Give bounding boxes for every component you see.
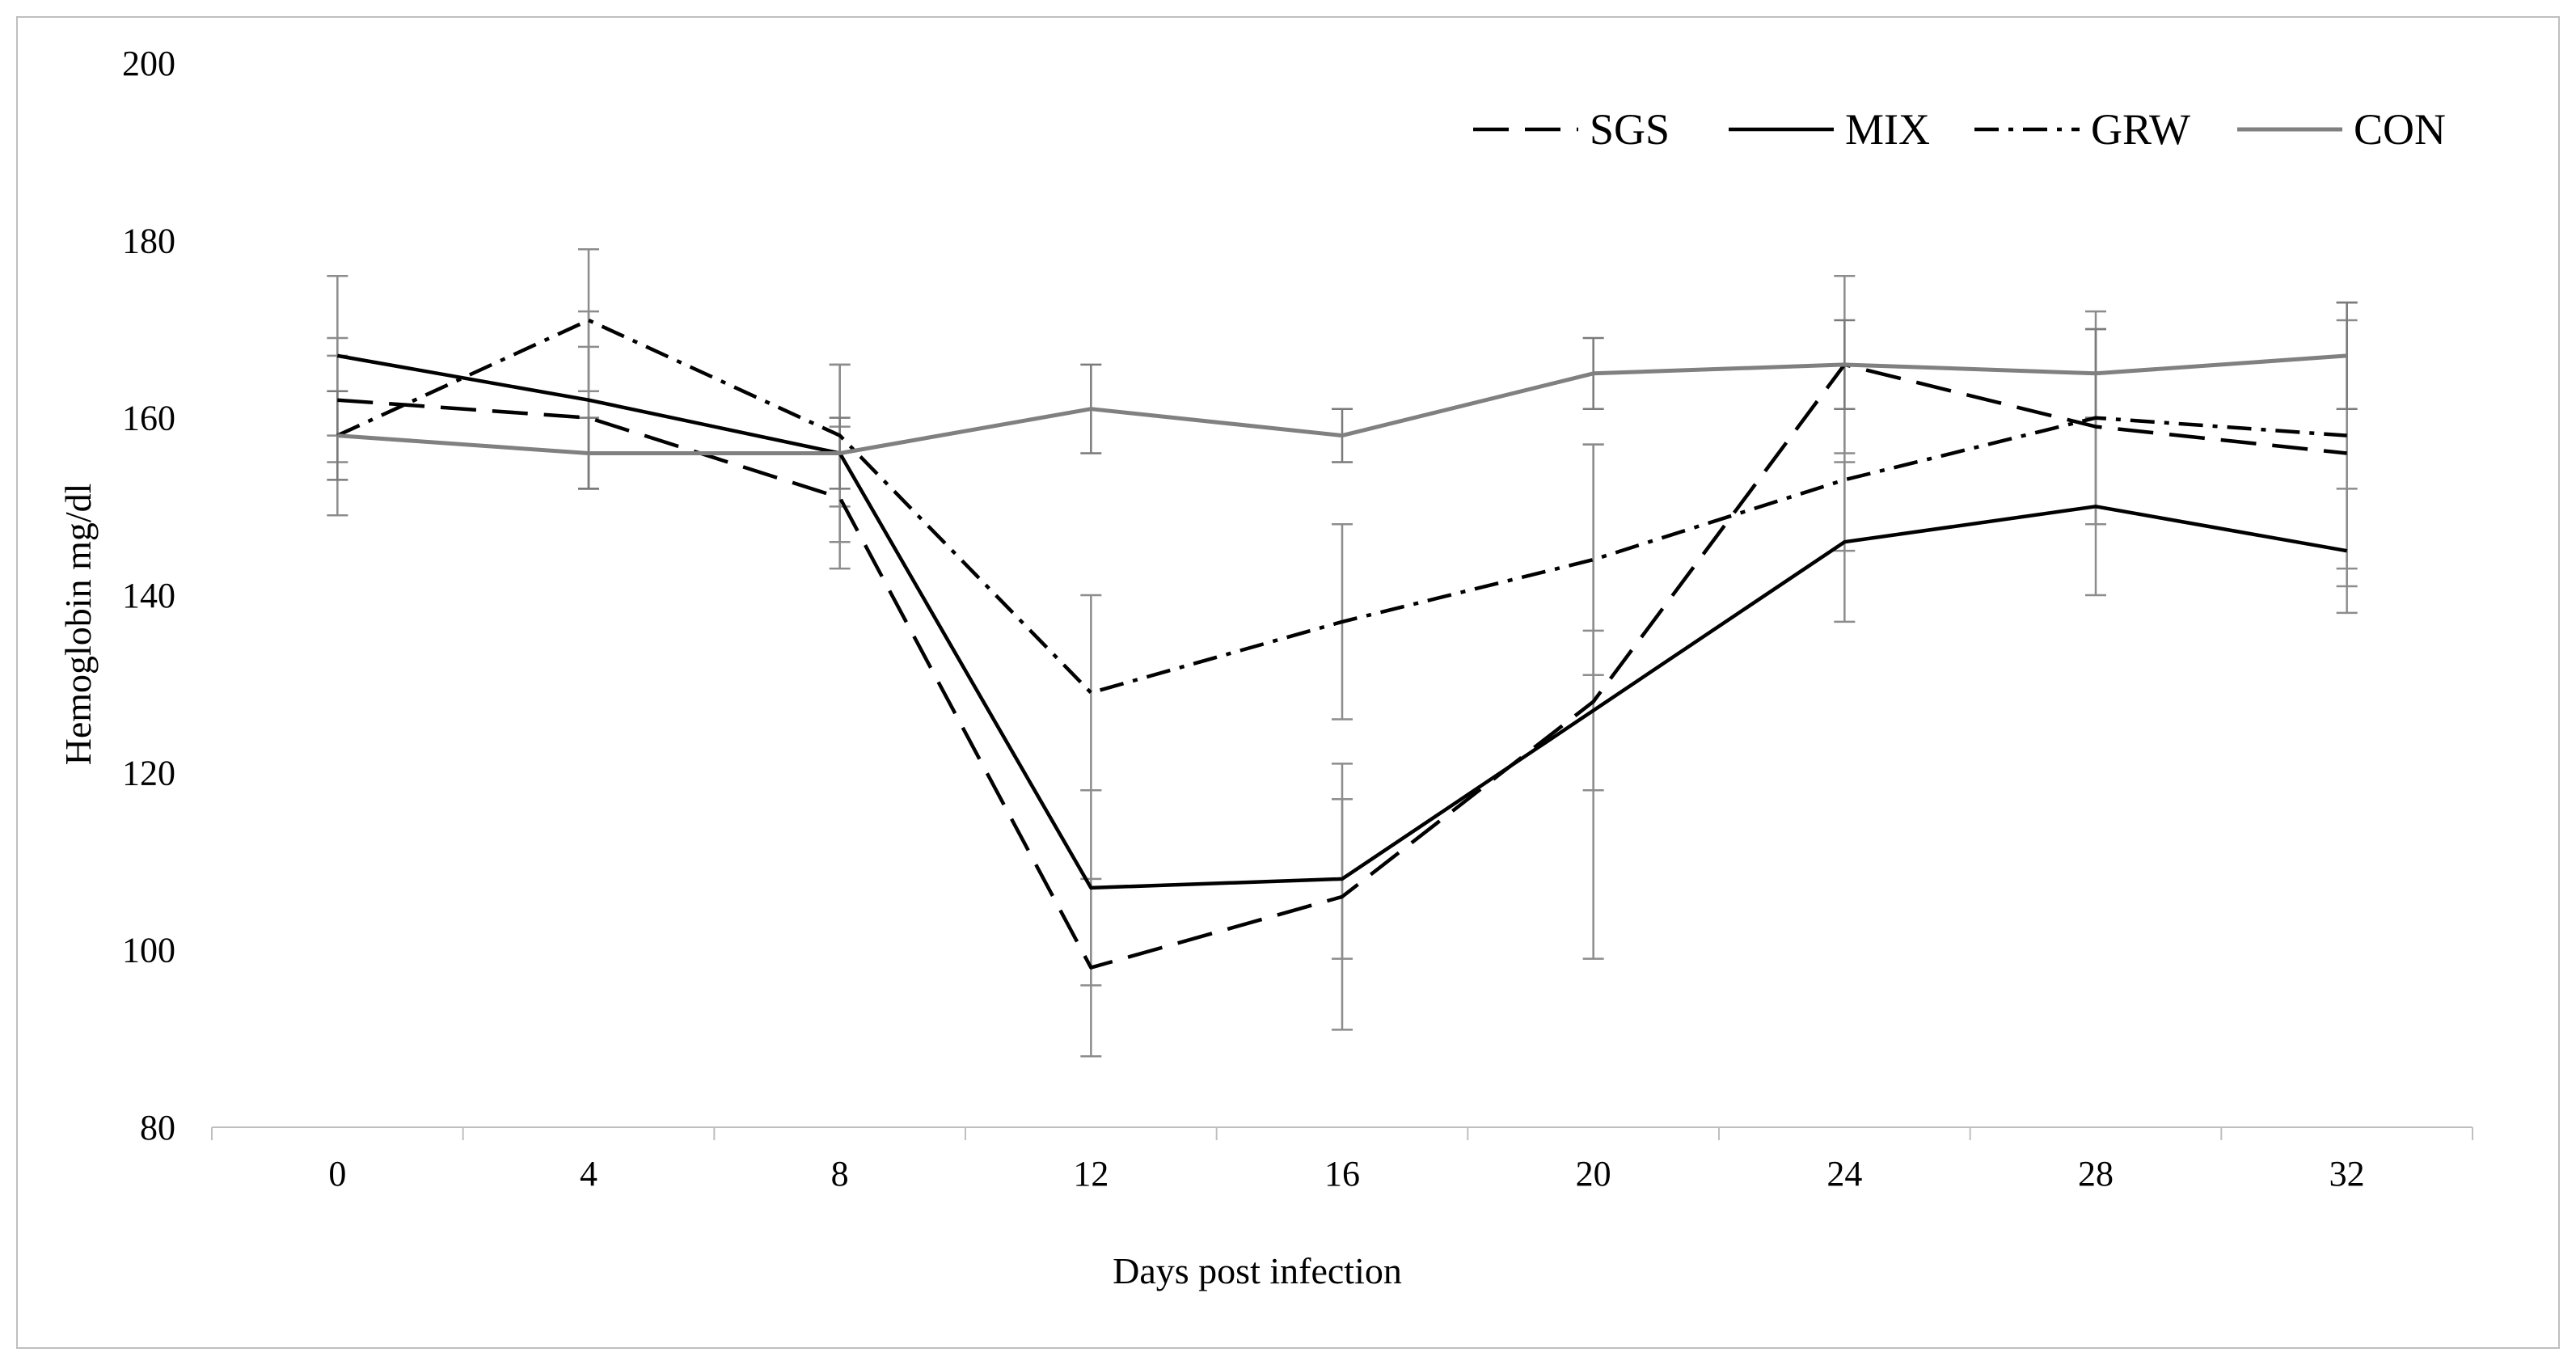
legend-label-grw: GRW	[2091, 105, 2190, 154]
data-point-con	[586, 451, 591, 456]
data-point-mix	[1591, 708, 1596, 713]
data-point-mix	[586, 398, 591, 403]
y-axis-title: Hemoglobin mg/dl	[57, 484, 99, 766]
x-tick-label: 12	[1073, 1154, 1109, 1194]
legend-label-con: CON	[2354, 105, 2446, 154]
data-point-mix	[1088, 885, 1093, 890]
x-axis-title: Days post infection	[1113, 1250, 1402, 1291]
axes: 0 4 8 12 16 20 24 28 32 80 100 120 140 160 180 200	[122, 44, 2473, 1194]
y-tick-label: 100	[122, 931, 175, 970]
data-point-con	[1088, 407, 1093, 412]
data-point-sgs	[2345, 451, 2350, 456]
data-point-grw	[2345, 433, 2350, 438]
y-tick-label: 180	[122, 221, 175, 260]
x-tick-label: 4	[580, 1154, 598, 1194]
x-tick-label: 8	[831, 1154, 849, 1194]
y-tick-label: 200	[122, 44, 175, 83]
series-line-mix	[336, 353, 2348, 890]
x-tick-label: 32	[2329, 1154, 2365, 1194]
data-point-con	[1842, 362, 1847, 367]
x-tick-label: 20	[1576, 1154, 1611, 1194]
y-tick-label: 80	[140, 1108, 175, 1147]
data-point-con	[2093, 371, 2098, 376]
data-point-sgs	[586, 416, 591, 420]
data-point-grw	[1591, 557, 1596, 562]
series-line-con	[337, 353, 2347, 455]
legend: SGS MIX GRW CON	[1473, 105, 2446, 154]
data-point-sgs	[838, 495, 842, 500]
y-tick-label: 120	[122, 753, 175, 792]
chart-frame: 0 4 8 12 16 20 24 28 32 80 100 120 140 160 180 200 SGS M…	[16, 16, 2560, 1349]
x-tick-label: 28	[2078, 1154, 2114, 1194]
series-line-sgs	[337, 362, 2347, 970]
series-lines	[336, 318, 2348, 970]
line-chart: 0 4 8 12 16 20 24 28 32 80 100 120 140 160 180 200 SGS M…	[57, 44, 2473, 1291]
legend-label-mix: MIX	[1845, 105, 1930, 154]
data-point-sgs	[2093, 425, 2098, 429]
series-line-grw	[336, 318, 2347, 695]
data-point-sgs	[1591, 699, 1596, 704]
legend-label-sgs: SGS	[1590, 105, 1670, 154]
data-point-con	[838, 451, 842, 456]
data-point-grw	[2093, 416, 2098, 420]
data-point-mix	[2093, 504, 2098, 509]
data-point-mix	[2345, 548, 2350, 553]
data-point-grw	[586, 318, 591, 323]
data-point-con	[1340, 433, 1345, 438]
data-point-mix	[1842, 539, 1847, 544]
data-point-grw	[1088, 691, 1093, 695]
data-point-grw	[1842, 477, 1847, 482]
data-point-sgs	[335, 398, 340, 403]
x-tick-label: 0	[328, 1154, 346, 1194]
data-point-mix	[335, 353, 340, 358]
data-point-grw	[1340, 619, 1345, 624]
data-point-con	[1591, 371, 1596, 376]
x-tick-label: 16	[1324, 1154, 1360, 1194]
data-point-grw	[838, 433, 842, 438]
y-tick-label: 160	[122, 399, 175, 438]
data-point-con	[335, 433, 340, 438]
data-point-sgs	[1088, 966, 1093, 970]
x-tick-label: 24	[1826, 1154, 1862, 1194]
data-point-mix	[1340, 877, 1345, 881]
data-point-con	[2345, 353, 2350, 358]
y-tick-label: 140	[122, 576, 175, 615]
data-point-sgs	[1340, 894, 1345, 899]
